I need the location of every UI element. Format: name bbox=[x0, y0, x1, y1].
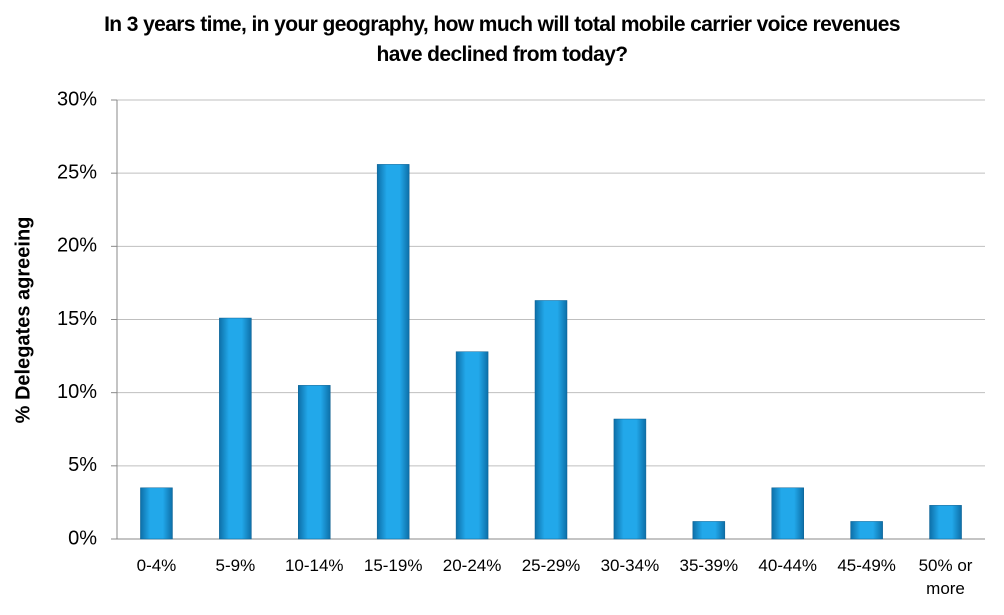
y-tick-label: 10% bbox=[57, 381, 97, 403]
y-tick-label: 5% bbox=[68, 454, 97, 476]
y-tick-label: 0% bbox=[68, 527, 97, 549]
x-tick-label: 15-19% bbox=[363, 556, 423, 575]
x-tick-label: 45-49% bbox=[837, 556, 896, 575]
x-tick-label: 10-14% bbox=[284, 556, 344, 575]
x-tick-label: 0-4% bbox=[136, 556, 177, 575]
bar bbox=[140, 487, 173, 540]
chart-title: In 3 years time, in your geography, how … bbox=[104, 13, 900, 66]
x-tick-label: 30-34% bbox=[600, 556, 660, 575]
bar bbox=[534, 300, 568, 540]
y-axis-label: % Delegates agreeing bbox=[12, 217, 34, 424]
x-tick-label: 50% or more bbox=[918, 556, 973, 598]
x-tick-label: 40-44% bbox=[758, 556, 818, 575]
bar bbox=[455, 351, 489, 540]
y-tick-label: 30% bbox=[57, 88, 97, 110]
x-tick-label: 35-39% bbox=[679, 556, 739, 575]
bar bbox=[219, 317, 252, 540]
bar bbox=[850, 521, 883, 540]
bar bbox=[771, 487, 804, 540]
bar bbox=[692, 521, 726, 540]
y-tick-label: 25% bbox=[57, 161, 97, 183]
y-tick-label: 15% bbox=[57, 308, 97, 330]
x-tick-label: 20-24% bbox=[442, 556, 502, 575]
bar bbox=[376, 164, 410, 540]
y-tick-label: 20% bbox=[57, 235, 97, 257]
bar bbox=[298, 385, 331, 540]
x-tick-label: 5-9% bbox=[215, 556, 256, 575]
bar bbox=[929, 505, 962, 540]
x-tick-label: 25-29% bbox=[521, 556, 581, 575]
bar bbox=[613, 418, 647, 540]
